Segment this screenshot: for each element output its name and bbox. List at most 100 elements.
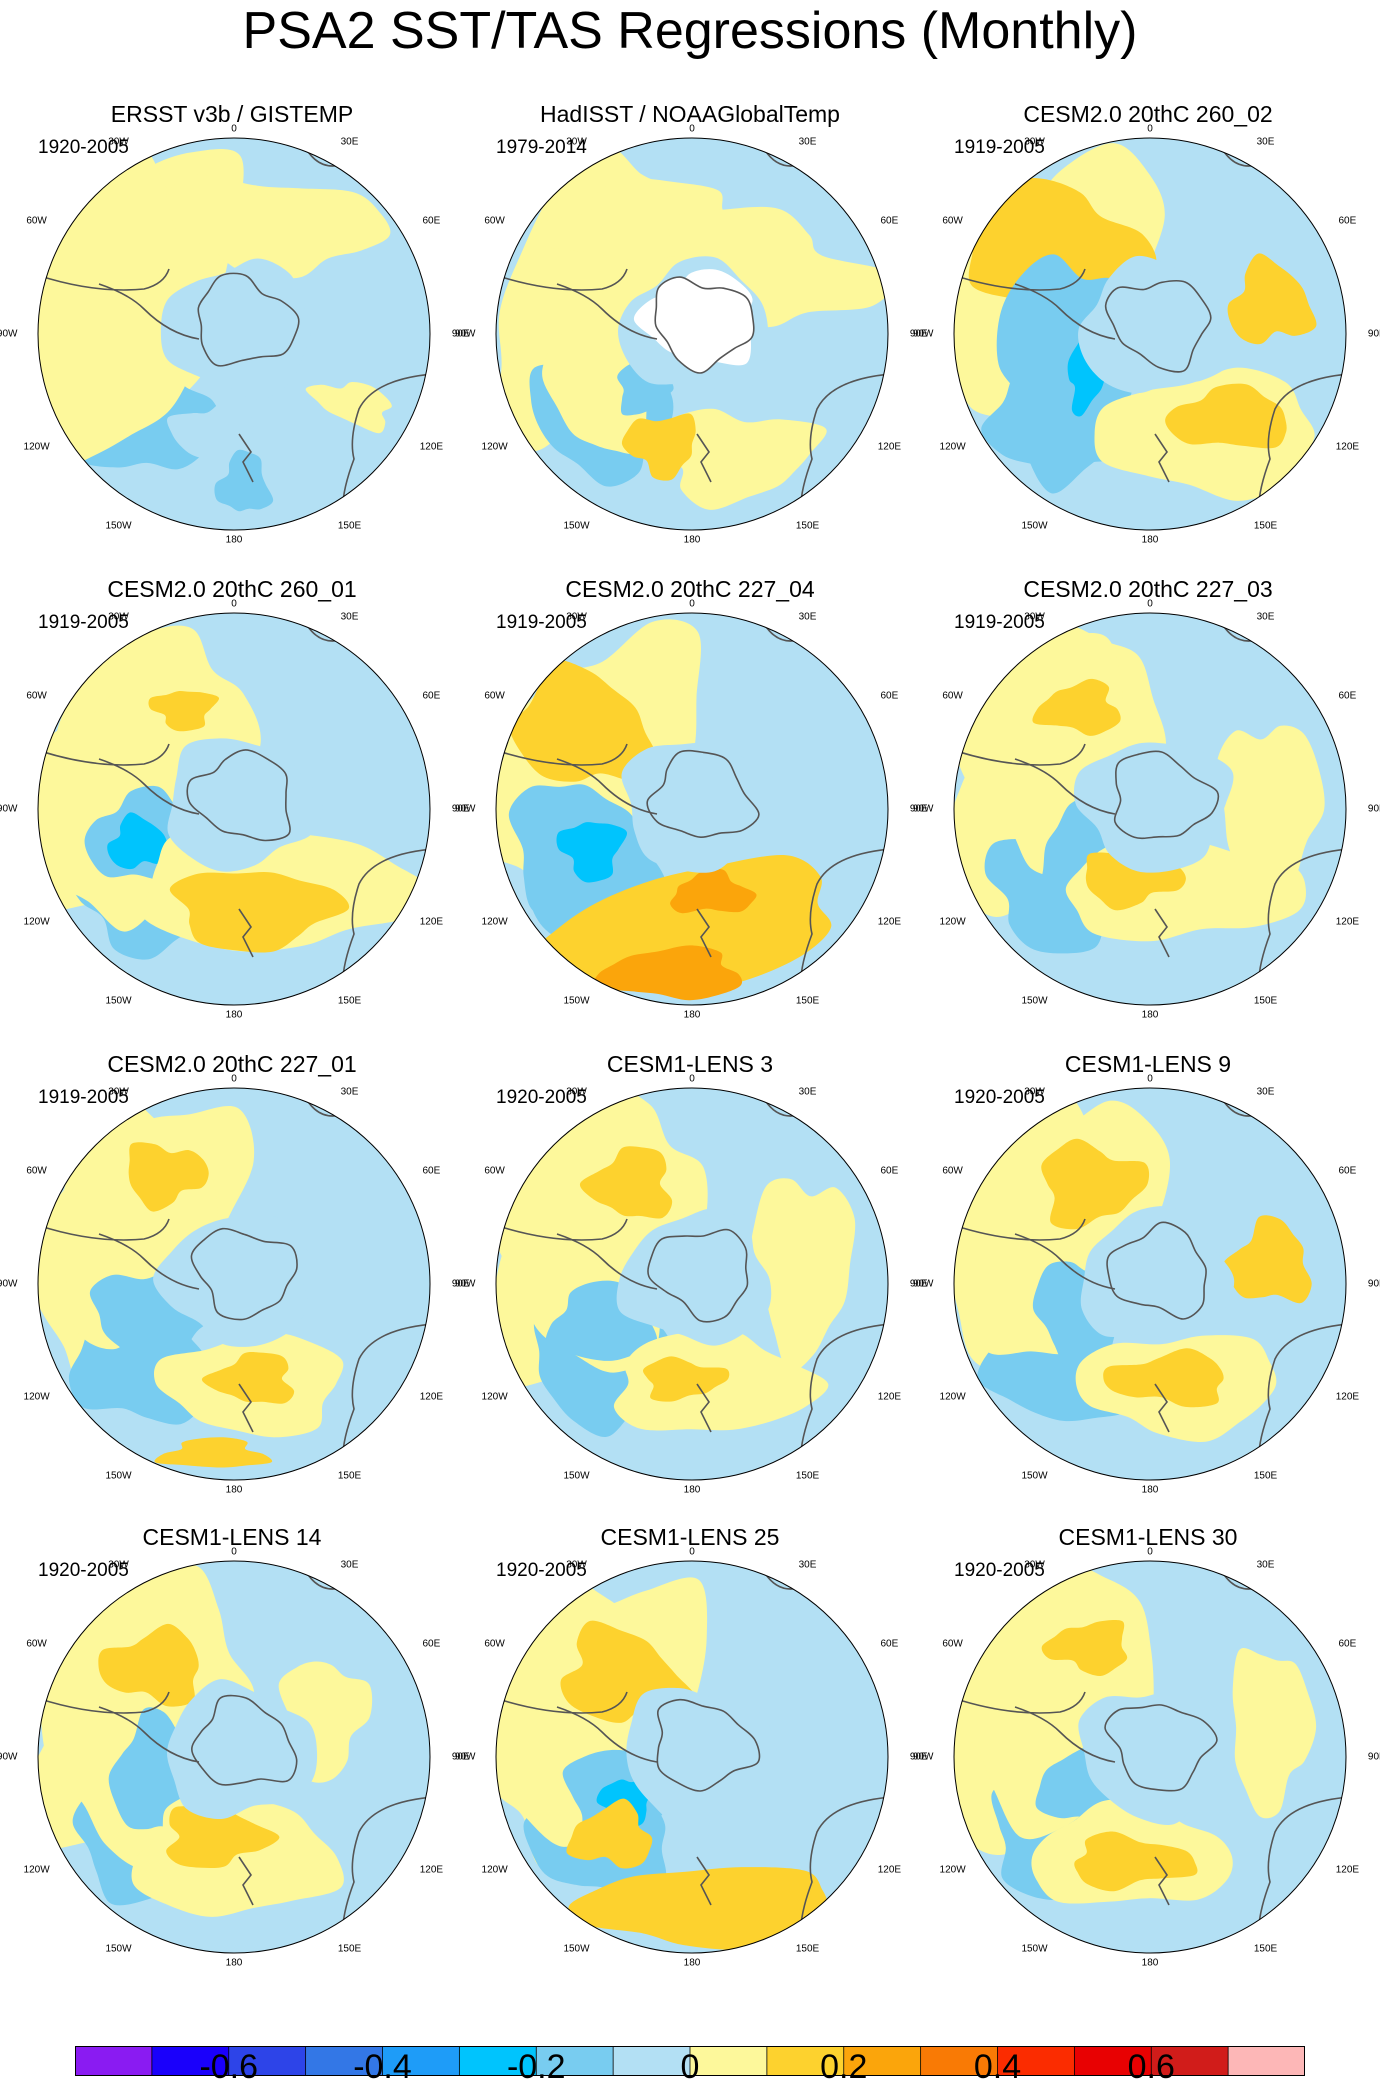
colorbar — [75, 2046, 1305, 2076]
colorbar-swatch — [690, 2046, 768, 2076]
south-america-outline — [496, 1218, 628, 1241]
south-america-outline — [496, 268, 628, 291]
anomaly-region — [1165, 383, 1287, 449]
longitude-label: 30E — [798, 1086, 817, 1098]
peninsula-outline — [556, 1233, 658, 1290]
map-border — [953, 1087, 1347, 1481]
longitude-label: 30W — [566, 1559, 587, 1571]
colorbar-tick-label: -0.6 — [199, 2048, 259, 2086]
new-zealand-outline — [1154, 1383, 1170, 1433]
longitude-label: 150E — [795, 520, 820, 532]
longitude-label: 150W — [563, 1470, 590, 1482]
peninsula-outline — [98, 1706, 200, 1763]
longitude-label: 0 — [1147, 1546, 1153, 1558]
south-america-outline — [496, 743, 628, 766]
panel-years: 1920-2005 — [954, 1087, 1045, 1108]
australia-outline — [341, 1323, 430, 1470]
longitude-label: 60E — [880, 690, 899, 702]
longitude-label: 0 — [1147, 598, 1153, 610]
longitude-label: 150W — [105, 1470, 132, 1482]
longitude-label: 180 — [1141, 1957, 1159, 1969]
anomaly-region — [579, 1146, 673, 1219]
anomaly-region — [568, 1867, 834, 1950]
south-america-outline — [954, 743, 1086, 766]
south-america-outline — [38, 268, 170, 291]
longitude-label: 0 — [231, 123, 237, 135]
longitude-label: 150E — [795, 1470, 820, 1482]
longitude-label: 30E — [798, 1559, 817, 1571]
longitude-label: 30E — [340, 136, 359, 148]
longitude-label: 60E — [422, 1638, 441, 1650]
longitude-label: 120W — [23, 1864, 50, 1876]
map-border — [495, 137, 889, 531]
longitude-label: 90W — [912, 328, 934, 340]
panel-years: 1920-2005 — [954, 1560, 1045, 1581]
new-zealand-outline — [238, 1856, 254, 1906]
longitude-label: 120E — [1335, 1864, 1360, 1876]
panel-years: 1919-2005 — [38, 1087, 129, 1108]
longitude-label: 180 — [683, 534, 701, 546]
map-border — [37, 1560, 431, 1954]
colorbar-tick-label: 0.4 — [973, 2048, 1022, 2086]
longitude-label: 180 — [1141, 1009, 1159, 1021]
map-panel: ERSST v3b / GISTEMP 1920-2005 0 30E 60E 90E 12… — [0, 95, 470, 569]
colorbar-swatch — [382, 2046, 460, 2076]
longitude-label: 60E — [880, 1165, 899, 1177]
longitude-label: 180 — [225, 534, 243, 546]
colorbar-swatch — [75, 2046, 153, 2076]
colorbar-swatch — [536, 2046, 614, 2076]
australia-outline — [799, 1796, 888, 1943]
colorbar-swatch — [843, 2046, 922, 2076]
longitude-label: 120W — [481, 441, 508, 453]
panel-title: CESM2.0 20thC 227_03 — [1023, 576, 1273, 602]
south-america-outline — [496, 1691, 628, 1714]
longitude-label: 60W — [942, 1165, 963, 1177]
longitude-label: 90E — [909, 803, 928, 815]
anomaly-region — [1073, 742, 1234, 873]
longitude-label: 90E — [451, 803, 470, 815]
longitude-label: 150E — [337, 1470, 362, 1482]
longitude-label: 30W — [566, 611, 587, 623]
australia-outline — [799, 848, 888, 995]
colorbar-swatch — [1074, 2046, 1152, 2076]
south-america-outline — [954, 268, 1086, 291]
longitude-label: 30W — [108, 1559, 129, 1571]
peninsula-outline — [556, 758, 658, 815]
anomaly-region — [214, 449, 274, 512]
longitude-label: 180 — [225, 1484, 243, 1496]
longitude-label: 180 — [683, 1484, 701, 1496]
colorbar-swatch — [151, 2046, 230, 2076]
new-zealand-outline — [696, 1383, 712, 1433]
longitude-label: 90W — [454, 1278, 476, 1290]
panel-title: CESM1-LENS 30 — [1058, 1524, 1238, 1550]
longitude-label: 90W — [912, 1278, 934, 1290]
longitude-label: 120E — [419, 441, 444, 453]
antarctica-outline — [647, 1228, 749, 1323]
longitude-label: 180 — [1141, 1484, 1159, 1496]
anomaly-region — [626, 1687, 777, 1825]
anomaly-region — [98, 1623, 199, 1707]
peninsula-outline — [1014, 1706, 1116, 1763]
anomaly-region — [169, 872, 350, 953]
anomaly-region — [642, 1356, 730, 1402]
longitude-label: 180 — [225, 1009, 243, 1021]
anomaly-region — [1041, 1620, 1128, 1677]
longitude-label: 150E — [1253, 995, 1278, 1007]
longitude-label: 30E — [340, 1086, 359, 1098]
longitude-label: 30W — [108, 611, 129, 623]
longitude-label: 90W — [454, 803, 476, 815]
longitude-label: 90W — [454, 1751, 476, 1763]
anomaly-region — [616, 1208, 772, 1346]
panel-years: 1919-2005 — [38, 612, 129, 633]
australia-outline — [1257, 848, 1346, 995]
longitude-label: 60E — [422, 690, 441, 702]
peninsula-outline — [98, 758, 200, 815]
longitude-label: 150W — [1021, 1943, 1048, 1955]
panel-title: CESM1-LENS 25 — [600, 1524, 780, 1550]
australia-outline — [1257, 373, 1346, 520]
longitude-label: 30E — [798, 611, 817, 623]
longitude-label: 30E — [340, 1559, 359, 1571]
longitude-label: 120W — [23, 1391, 50, 1403]
antarctica-outline — [1106, 1221, 1207, 1320]
